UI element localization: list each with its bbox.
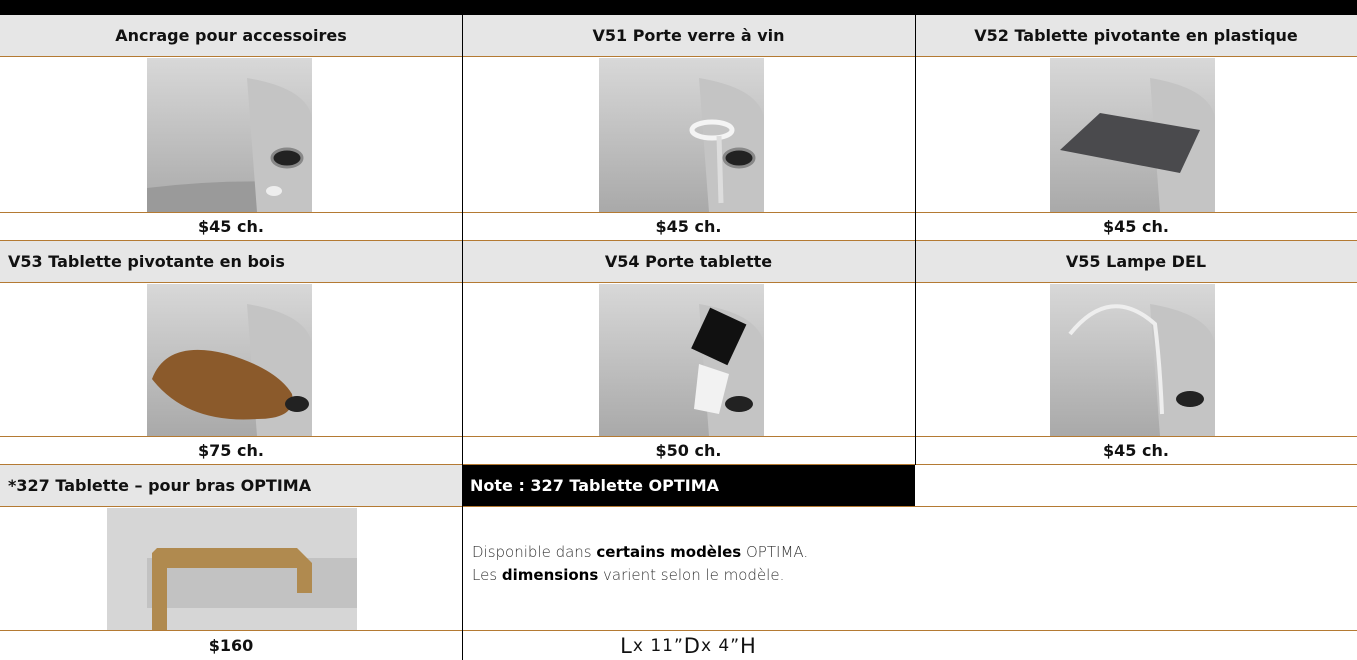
product-image (107, 508, 357, 630)
image-row (0, 57, 1357, 213)
note-line: Les dimensions varient selon le modèle. (472, 564, 808, 587)
text-bold: dimensions (501, 566, 599, 584)
dim-part: H (740, 633, 757, 658)
note-text: Disponible dans certains modèles OPTIMA.… (472, 541, 808, 587)
dimensions: L x 11” D x 4” H (462, 631, 915, 660)
column-rule (915, 15, 916, 465)
product-image (599, 284, 764, 436)
dim-part: D (683, 633, 701, 658)
cell-price: $75 ch. (0, 437, 462, 465)
product-image (599, 58, 764, 212)
product-image (147, 58, 312, 212)
cell-title: V53 Tablette pivotante en bois (0, 241, 462, 283)
product-image (147, 284, 312, 436)
top-bar (0, 0, 1357, 15)
text: Disponible dans (472, 543, 597, 561)
text: OPTIMA. (741, 543, 809, 561)
image-row (0, 283, 1357, 437)
cell-title: Ancrage pour accessoires (0, 15, 462, 57)
cell-price: $50 ch. (462, 437, 915, 465)
note-title: Note : 327 Tablette OPTIMA (462, 465, 915, 507)
product-image (1050, 58, 1215, 212)
product-image (1050, 284, 1215, 436)
image-row (0, 507, 1357, 631)
text: Les (472, 566, 502, 584)
text-bold: certains modèles (596, 543, 742, 561)
cell-price: $45 ch. (462, 213, 915, 241)
cell-title: V55 Lampe DEL (915, 241, 1357, 283)
text: varient selon le modèle. (598, 566, 785, 584)
cell-title: V52 Tablette pivotante en plastique (915, 15, 1357, 57)
cell-price: $45 ch. (915, 437, 1357, 465)
dim-part: L (620, 633, 633, 658)
cell-price: $45 ch. (0, 213, 462, 241)
cell-title: *327 Tablette – pour bras OPTIMA (0, 465, 462, 507)
column-rule (462, 15, 463, 660)
dim-part: x 11” (632, 635, 684, 656)
cell-price: $160 (208, 636, 254, 655)
cell-price: $45 ch. (915, 213, 1357, 241)
note-line: Disponible dans certains modèles OPTIMA. (472, 541, 808, 564)
cell-title: V51 Porte verre à vin (462, 15, 915, 57)
cell-title: V54 Porte tablette (462, 241, 915, 283)
empty-cell (915, 465, 1357, 507)
dim-part: x 4” (700, 635, 741, 656)
